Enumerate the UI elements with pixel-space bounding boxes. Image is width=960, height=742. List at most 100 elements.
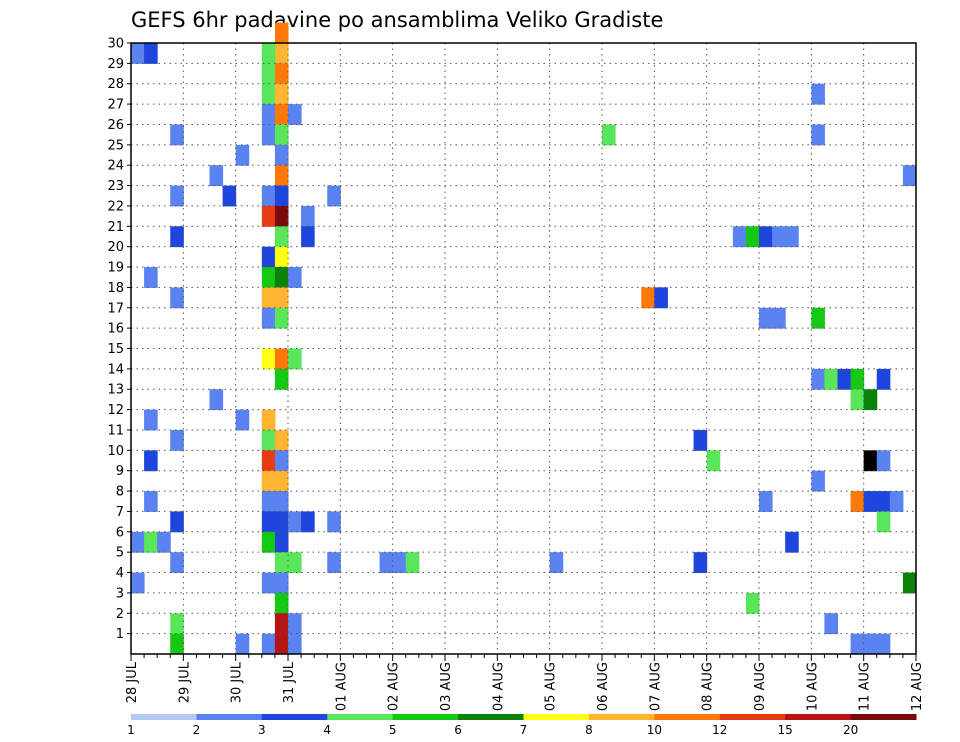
- y-tick-label: 8: [116, 485, 124, 500]
- chart-title: GEFS 6hr padavine po ansamblima Veliko G…: [131, 8, 663, 32]
- heatmap-cells: [131, 22, 917, 655]
- heatmap-cell: [863, 491, 878, 512]
- y-tick-label: 20: [107, 240, 124, 255]
- heatmap-cell: [274, 165, 289, 187]
- y-tick-label: 19: [107, 261, 124, 276]
- heatmap-cell: [824, 613, 838, 635]
- y-tick-label: 27: [107, 98, 124, 113]
- heatmap-cell: [274, 307, 289, 329]
- heatmap-cell: [170, 429, 184, 451]
- legend-color-swatch: [523, 714, 590, 720]
- y-tick-label: 29: [107, 57, 124, 72]
- y-tick-label: 30: [107, 37, 124, 52]
- heatmap-cell: [274, 22, 289, 44]
- y-tick-label: 15: [107, 342, 124, 357]
- y-tick-label: 1: [116, 627, 124, 642]
- heatmap-cell: [274, 450, 289, 472]
- heatmap-cell: [274, 185, 289, 207]
- x-tick-label: 07 AUG: [648, 662, 663, 711]
- heatmap-cell: [261, 205, 276, 227]
- y-tick-label: 28: [107, 77, 124, 92]
- legend-color-swatch: [785, 714, 852, 720]
- heatmap-cell: [876, 633, 891, 655]
- legend-label: 3: [258, 723, 266, 737]
- heatmap-cell: [641, 287, 655, 309]
- y-tick-label: 3: [116, 586, 124, 601]
- x-tick-label: 29 JUL: [177, 661, 192, 703]
- heatmap-cell: [261, 124, 276, 146]
- heatmap-cell: [261, 450, 276, 472]
- heatmap-cell: [235, 633, 250, 655]
- heatmap-cell: [261, 267, 276, 288]
- x-tick-label: 05 AUG: [544, 662, 559, 711]
- heatmap-cell: [759, 307, 773, 329]
- heatmap-cell: [274, 144, 289, 166]
- heatmap-cell: [274, 246, 289, 268]
- heatmap-cell: [170, 287, 184, 309]
- y-tick-label: 4: [116, 566, 124, 581]
- heatmap-cell: [144, 450, 158, 472]
- heatmap-cell: [288, 104, 302, 125]
- y-tick-label: 7: [116, 505, 124, 520]
- y-tick-label: 9: [116, 464, 124, 479]
- heatmap-cell: [850, 491, 865, 512]
- heatmap-cell: [301, 226, 315, 248]
- heatmap-cell: [274, 124, 289, 146]
- heatmap-cell: [850, 633, 865, 655]
- heatmap-cell: [261, 63, 276, 85]
- heatmap-cell: [327, 185, 341, 207]
- heatmap-cell: [274, 226, 289, 248]
- heatmap-cell: [772, 307, 786, 329]
- heatmap-cell: [288, 267, 302, 288]
- legend-label: 12: [712, 723, 727, 737]
- heatmap-cell: [261, 531, 276, 553]
- heatmap-cell: [261, 491, 276, 512]
- legend-color-swatch: [261, 714, 328, 720]
- heatmap-cell: [392, 552, 407, 574]
- legend-label: 15: [778, 723, 793, 737]
- heatmap-cell: [274, 205, 289, 227]
- legend-color-swatch: [392, 714, 459, 720]
- heatmap-cell: [209, 389, 224, 411]
- heatmap-cell: [274, 613, 289, 635]
- heatmap-cell: [274, 63, 289, 85]
- legend-color-swatch: [850, 714, 917, 720]
- dotted-grid: [131, 42, 916, 654]
- plot-frame: [130, 42, 917, 655]
- y-tick-label: 12: [107, 403, 124, 418]
- heatmap-cell: [170, 552, 184, 574]
- heatmap-cell: [274, 287, 289, 309]
- heatmap-cell: [902, 165, 917, 187]
- heatmap-cell: [811, 368, 825, 390]
- heatmap-cell: [732, 226, 747, 248]
- heatmap-cell: [693, 552, 708, 574]
- legend-color-swatch: [654, 714, 721, 720]
- heatmap-cell: [288, 348, 302, 370]
- legend-color-swatch: [327, 714, 394, 720]
- heatmap-cell: [261, 104, 276, 125]
- heatmap-cell: [772, 226, 786, 248]
- x-tick-label: 02 AUG: [387, 662, 402, 711]
- legend-label: 4: [323, 723, 331, 737]
- heatmap-cell: [274, 43, 289, 64]
- heatmap-cell: [274, 104, 289, 125]
- heatmap-cell: [274, 348, 289, 370]
- heatmap-cell: [811, 470, 825, 492]
- y-tick-label: 23: [107, 179, 124, 194]
- heatmap-cell: [274, 470, 289, 492]
- heatmap-cell: [274, 267, 289, 288]
- heatmap-cell: [405, 552, 420, 574]
- y-tick-label: 11: [107, 423, 124, 438]
- heatmap-cell: [274, 552, 289, 574]
- legend-color-swatch: [196, 714, 263, 720]
- heatmap-cell: [170, 633, 184, 655]
- heatmap-cell: [261, 83, 276, 105]
- heatmap-cell: [261, 511, 276, 533]
- legend-color-swatch: [131, 714, 197, 720]
- heatmap-cell: [327, 552, 341, 574]
- heatmap-cell: [144, 43, 158, 64]
- heatmap-cell: [301, 205, 315, 227]
- x-tick-label: 11 AUG: [858, 662, 873, 711]
- heatmap-cell: [131, 572, 145, 594]
